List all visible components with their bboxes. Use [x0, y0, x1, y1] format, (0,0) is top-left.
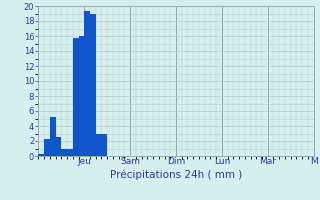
- Bar: [38, 154, 44, 156]
- Bar: [73, 38, 78, 156]
- Bar: [56, 137, 61, 156]
- X-axis label: Précipitations 24h ( mm ): Précipitations 24h ( mm ): [110, 169, 242, 180]
- Bar: [84, 11, 90, 156]
- Bar: [96, 134, 101, 156]
- Bar: [61, 148, 67, 156]
- Bar: [50, 117, 56, 156]
- Bar: [90, 14, 96, 156]
- Bar: [78, 36, 84, 156]
- Bar: [101, 134, 107, 156]
- Bar: [44, 139, 50, 156]
- Bar: [67, 148, 73, 156]
